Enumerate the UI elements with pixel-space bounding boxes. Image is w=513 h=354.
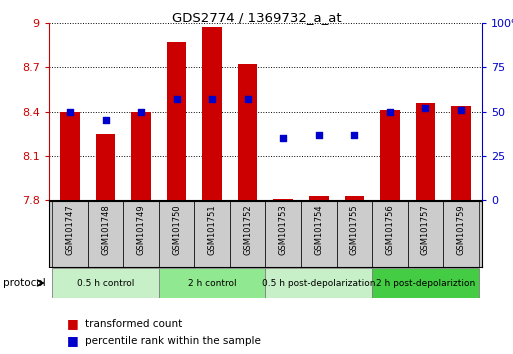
- Bar: [380, 110, 400, 200]
- Point: [350, 132, 359, 137]
- Bar: [123, 201, 159, 267]
- Point: [102, 118, 110, 123]
- Text: GSM101749: GSM101749: [136, 204, 146, 255]
- Bar: [96, 133, 115, 200]
- Bar: [159, 268, 266, 298]
- Point: [172, 96, 181, 102]
- Bar: [345, 195, 364, 200]
- Text: GSM101751: GSM101751: [208, 204, 216, 255]
- Bar: [203, 27, 222, 200]
- Bar: [408, 201, 443, 267]
- Point: [457, 107, 465, 113]
- Text: 2 h post-depolariztion: 2 h post-depolariztion: [376, 279, 475, 287]
- Text: ■: ■: [67, 318, 78, 330]
- Text: GSM101747: GSM101747: [66, 204, 74, 255]
- Point: [208, 96, 216, 102]
- Bar: [301, 201, 337, 267]
- Bar: [309, 195, 328, 200]
- Bar: [194, 201, 230, 267]
- Bar: [416, 103, 435, 200]
- Bar: [52, 268, 159, 298]
- Bar: [451, 105, 470, 200]
- Text: protocol: protocol: [3, 278, 45, 288]
- Bar: [88, 201, 123, 267]
- Bar: [266, 201, 301, 267]
- Text: GSM101750: GSM101750: [172, 204, 181, 255]
- Point: [386, 109, 394, 114]
- Bar: [372, 268, 479, 298]
- Bar: [443, 201, 479, 267]
- Bar: [52, 201, 88, 267]
- Text: percentile rank within the sample: percentile rank within the sample: [85, 336, 261, 346]
- Bar: [61, 112, 80, 200]
- Point: [279, 135, 287, 141]
- Bar: [159, 201, 194, 267]
- Point: [244, 96, 252, 102]
- Bar: [337, 201, 372, 267]
- Text: GSM101759: GSM101759: [457, 204, 465, 255]
- Bar: [238, 64, 258, 200]
- Text: GDS2774 / 1369732_a_at: GDS2774 / 1369732_a_at: [172, 11, 341, 24]
- Bar: [167, 42, 186, 200]
- Bar: [230, 201, 266, 267]
- Point: [66, 109, 74, 114]
- Text: GSM101748: GSM101748: [101, 204, 110, 255]
- Text: 0.5 h control: 0.5 h control: [77, 279, 134, 287]
- Text: transformed count: transformed count: [85, 319, 182, 329]
- Point: [314, 132, 323, 137]
- Text: GSM101756: GSM101756: [385, 204, 394, 255]
- Bar: [266, 268, 372, 298]
- Text: GSM101757: GSM101757: [421, 204, 430, 255]
- Text: GSM101755: GSM101755: [350, 204, 359, 255]
- Text: 0.5 h post-depolarization: 0.5 h post-depolarization: [262, 279, 376, 287]
- Text: 2 h control: 2 h control: [188, 279, 236, 287]
- Text: ■: ■: [67, 334, 78, 347]
- Point: [421, 105, 429, 111]
- Text: GSM101752: GSM101752: [243, 204, 252, 255]
- Bar: [372, 201, 408, 267]
- Bar: [273, 199, 293, 200]
- Bar: [131, 112, 151, 200]
- Text: GSM101753: GSM101753: [279, 204, 288, 255]
- Text: GSM101754: GSM101754: [314, 204, 323, 255]
- Point: [137, 109, 145, 114]
